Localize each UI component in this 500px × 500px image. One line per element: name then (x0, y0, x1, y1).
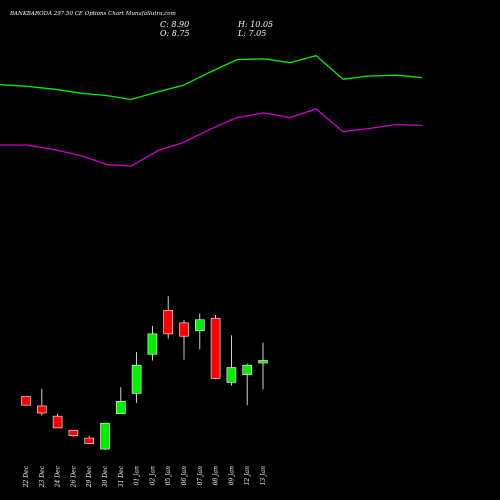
candle-0 (21, 396, 31, 406)
candle-body (195, 319, 205, 332)
x-tick-label: 02 Jan (149, 466, 156, 486)
candle-body (258, 360, 268, 364)
x-tick-label: 09 Jan (228, 466, 235, 486)
candle-4 (84, 435, 94, 444)
x-tick-label: 30 Dec (102, 465, 109, 487)
candle-9 (163, 296, 173, 339)
candle-body (179, 322, 189, 337)
x-tick-label: 26 Dec (70, 465, 77, 488)
candle-2 (52, 413, 63, 429)
x-tick-label: 12 Jan (244, 466, 251, 486)
candle-body (84, 437, 94, 444)
x-tick-label: 22 Dec (23, 465, 30, 488)
candle-7 (131, 351, 142, 403)
candle-14 (242, 363, 252, 406)
candle-11 (195, 313, 205, 350)
candle-3 (68, 429, 79, 437)
candle-12 (210, 315, 221, 380)
candle-body (68, 429, 79, 437)
x-tick-label: 05 Jan (165, 466, 172, 486)
candle-body (147, 333, 158, 355)
x-tick-label: 08 Jan (213, 466, 220, 486)
x-tick-label: 31 Dec (118, 465, 125, 487)
candle-1 (36, 388, 47, 416)
x-tick-label: 23 Dec (39, 465, 46, 488)
candle-5 (100, 422, 110, 450)
x-axis-ticks: 22 Dec 23 Dec 24 Dec 26 Dec 29 Dec 30 Dec 31 D… (23, 465, 267, 488)
candle-body (116, 400, 126, 415)
high-value: H: 10.05 (237, 20, 273, 29)
x-tick-label: 29 Dec (86, 465, 93, 488)
close-value: C: 8.90 (160, 20, 189, 29)
x-tick-label: 13 Jan (260, 466, 267, 486)
candle-body (52, 415, 63, 429)
candle-10 (179, 319, 189, 360)
candle-body (210, 317, 221, 379)
chart-title: BANKBARODA 297.50 CE Options Chart Munaf… (9, 11, 176, 17)
x-tick-label: 06 Jan (181, 466, 188, 486)
x-tick-label: 07 Jan (197, 466, 204, 486)
x-tick-label: 01 Jan (134, 466, 141, 486)
candle-15 (258, 342, 268, 390)
low-value: L: 7.05 (237, 29, 266, 38)
candle-body (242, 364, 252, 375)
x-tick-label: 24 Dec (55, 465, 62, 488)
candle-6 (116, 387, 126, 415)
candles-layer (21, 296, 268, 450)
candle-body (21, 396, 31, 406)
upper-band-line (0, 54, 423, 101)
candle-body (226, 367, 237, 383)
candle-13 (226, 335, 237, 386)
candle-body (131, 364, 142, 394)
candle-8 (147, 326, 158, 361)
lower-band-line (0, 108, 423, 167)
open-value: O: 8.75 (160, 29, 190, 38)
candle-body (100, 422, 110, 450)
candle-body (36, 405, 47, 414)
candle-body (163, 310, 173, 335)
bands-layer (0, 54, 423, 167)
